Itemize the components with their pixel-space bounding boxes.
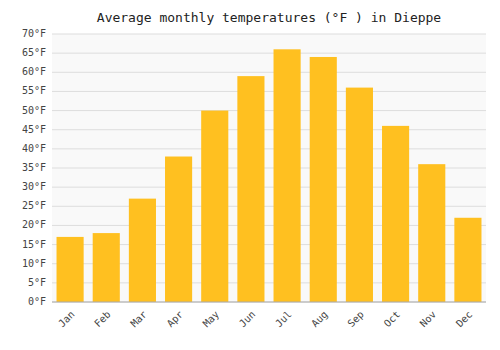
bars — [57, 49, 482, 302]
bar — [237, 76, 264, 302]
grid-line — [52, 302, 486, 303]
bar — [129, 199, 156, 302]
y-tick-label: 45°F — [22, 124, 46, 135]
x-tick-label: Oct — [382, 309, 403, 330]
x-tick-label: Jul — [273, 309, 294, 330]
bar — [93, 233, 120, 302]
grid-line — [52, 53, 486, 54]
chart-container: 0°F 5°F 10°F 15°F 20°F 25°F 30°F 35°F 40°F 45°F 50… — [0, 0, 500, 350]
y-tick-label: 10°F — [22, 258, 46, 269]
y-tick-label: 55°F — [22, 85, 46, 96]
y-tick-label: 70°F — [22, 28, 46, 39]
x-tick-label: Dec — [454, 309, 475, 330]
x-axis-line — [52, 302, 486, 303]
x-tick-label: Feb — [92, 309, 113, 330]
y-tick-label: 60°F — [22, 66, 46, 77]
grid-line — [52, 129, 486, 130]
chart-title: Average monthly temperatures (°F ) in Di… — [97, 10, 442, 25]
x-tick-label: Apr — [165, 309, 186, 330]
bar — [346, 88, 373, 302]
y-tick-label: 25°F — [22, 200, 46, 211]
grid-line — [52, 91, 486, 92]
bar — [201, 111, 228, 302]
x-tick-label: Nov — [418, 309, 439, 330]
x-tick-label: Jun — [237, 309, 258, 330]
bar — [165, 157, 192, 302]
y-tick-label: 35°F — [22, 162, 46, 173]
bar — [382, 126, 409, 302]
x-tick-label: Jan — [56, 309, 77, 330]
bar — [454, 218, 481, 302]
y-tick-label: 0°F — [28, 296, 46, 307]
y-tick-label: 50°F — [22, 105, 46, 116]
x-tick-label: May — [201, 309, 222, 330]
y-tick-label: 65°F — [22, 47, 46, 58]
grid-line — [52, 148, 486, 149]
y-tick-label: 5°F — [28, 277, 46, 288]
grid-line — [52, 110, 486, 111]
plot-background — [52, 34, 486, 302]
bar — [310, 57, 337, 302]
bar — [57, 237, 84, 302]
grid-line — [52, 34, 486, 35]
y-tick-labels: 0°F 5°F 10°F 15°F 20°F 25°F 30°F 35°F 40°F 45°F 50… — [22, 28, 46, 307]
x-tick-label: Mar — [128, 309, 149, 330]
y-tick-label: 30°F — [22, 181, 46, 192]
chart-svg: 0°F 5°F 10°F 15°F 20°F 25°F 30°F 35°F 40°F 45°F 50… — [0, 0, 500, 350]
bar — [418, 164, 445, 302]
x-tick-label: Sep — [345, 309, 366, 330]
y-tick-label: 20°F — [22, 219, 46, 230]
bar — [274, 49, 301, 302]
x-tick-labels: Jan Feb Mar Apr May Jun Jul Aug Sep Oct Nov Dec — [56, 309, 474, 330]
x-tick-label: Aug — [309, 309, 330, 330]
y-tick-label: 15°F — [22, 239, 46, 250]
y-grid — [52, 34, 486, 302]
grid-line — [52, 72, 486, 73]
y-tick-label: 40°F — [22, 143, 46, 154]
